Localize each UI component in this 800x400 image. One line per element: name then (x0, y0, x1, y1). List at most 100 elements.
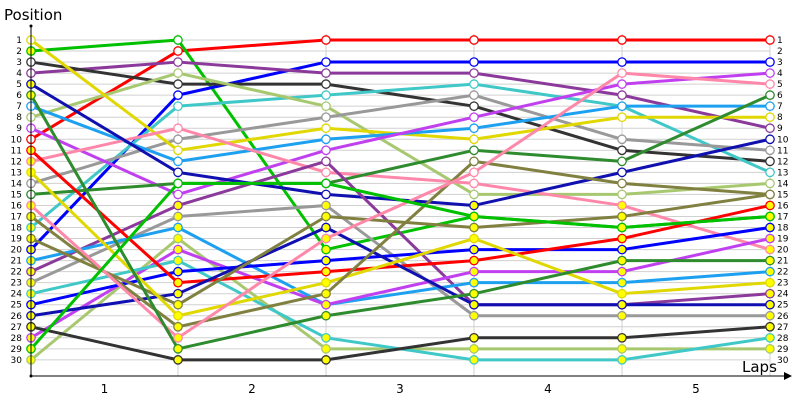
y-tick-label-right: 25 (777, 301, 788, 311)
data-point-marker (173, 343, 183, 354)
data-point-marker (321, 244, 331, 255)
data-point-marker (173, 68, 183, 78)
data-point-marker (321, 222, 331, 233)
y-tick-label-right: 28 (777, 334, 789, 344)
data-point-marker (321, 101, 331, 112)
data-point-marker (469, 200, 479, 211)
data-point-marker (173, 178, 183, 189)
y-tick-label-right: 4 (777, 69, 783, 79)
data-point-marker (321, 35, 331, 45)
data-point-marker (469, 266, 479, 277)
y-tick-label-right: 1 (777, 36, 783, 46)
y-tick-label-right: 6 (777, 91, 783, 101)
data-point-marker (617, 255, 627, 266)
data-point-marker (617, 222, 627, 233)
data-point-marker (617, 310, 627, 321)
data-point-marker (765, 57, 775, 67)
data-point-marker (321, 112, 331, 123)
data-point-marker (617, 68, 627, 78)
data-point-marker (765, 156, 775, 167)
y-tick-label-right: 10 (777, 135, 789, 145)
y-tick-label-right: 21 (777, 257, 788, 267)
series-line-navy2-driver (30, 226, 770, 318)
data-point-marker (617, 332, 627, 343)
data-point-marker (617, 134, 627, 145)
data-point-marker (321, 277, 331, 288)
data-point-marker (765, 145, 775, 156)
series-line-red-driver (30, 38, 770, 141)
data-point-marker (617, 343, 627, 354)
y-tick-label-right: 26 (777, 312, 789, 322)
x-tick-label: 2 (248, 382, 256, 396)
data-point-marker (173, 134, 183, 145)
data-point-marker (469, 255, 479, 266)
data-point-marker (173, 167, 183, 178)
data-point-marker (321, 156, 331, 167)
data-point-marker (617, 90, 627, 101)
y-tick-label: 8 (16, 113, 22, 123)
data-point-marker (617, 355, 627, 365)
y-tick-label: 16 (11, 201, 23, 211)
data-point-marker (765, 68, 775, 78)
data-point-marker (765, 222, 775, 233)
y-tick-label: 20 (11, 246, 23, 256)
y-tick-label: 19 (11, 235, 23, 245)
y-tick-label: 7 (16, 102, 22, 112)
data-point-marker (469, 68, 479, 78)
data-point-marker (469, 332, 479, 343)
data-point-marker (765, 343, 775, 354)
y-tick-label-right: 16 (777, 201, 789, 211)
y-tick-label-right: 12 (777, 157, 788, 167)
data-point-marker (765, 101, 775, 112)
y-tick-label: 21 (11, 257, 22, 267)
y-tick-label: 12 (11, 157, 22, 167)
data-point-marker (617, 277, 627, 288)
data-point-marker (765, 200, 775, 211)
data-point-marker (765, 310, 775, 321)
data-point-marker (321, 189, 331, 200)
y-tick-label: 11 (11, 146, 22, 156)
data-point-marker (765, 90, 775, 101)
y-tick-label-right: 18 (777, 224, 789, 234)
x-axis-title: Laps (742, 358, 777, 376)
data-point-marker (617, 79, 627, 89)
data-point-marker (321, 211, 331, 222)
y-tick-label-right: 9 (777, 124, 783, 134)
data-point-marker (765, 332, 775, 343)
data-point-marker (321, 123, 331, 134)
data-point-marker (173, 244, 183, 255)
data-point-marker (765, 112, 775, 123)
y-tick-label: 3 (16, 58, 22, 68)
data-point-marker (765, 321, 775, 332)
data-point-marker (617, 189, 627, 200)
y-tick-label-right: 8 (777, 113, 783, 123)
data-point-marker (469, 189, 479, 200)
data-point-marker (469, 244, 479, 255)
data-point-marker (173, 189, 183, 200)
series-line-green2-driver (29, 181, 771, 350)
y-tick-label-right: 3 (777, 58, 783, 68)
data-point-marker (321, 134, 331, 145)
axes (29, 24, 792, 380)
x-tick-label: 5 (692, 382, 700, 396)
data-point-marker (173, 90, 183, 101)
data-point-marker (617, 299, 627, 310)
series-line-black2-driver (30, 325, 771, 362)
data-point-marker (321, 310, 331, 321)
data-point-marker (321, 145, 331, 156)
data-point-marker (173, 211, 183, 222)
data-point-marker (765, 277, 775, 288)
y-tick-label: 30 (11, 356, 23, 366)
series-line-sky-blue2-driver (30, 226, 771, 307)
y-tick-label-right: 7 (777, 102, 783, 112)
data-point-marker (173, 222, 183, 233)
data-point-marker (617, 101, 627, 112)
data-point-marker (321, 332, 331, 343)
x-axis-arrow-icon (784, 372, 792, 380)
data-point-marker (321, 343, 331, 354)
data-point-marker (469, 211, 479, 222)
data-point-marker (469, 112, 479, 123)
data-point-marker (173, 57, 183, 67)
data-point-marker (469, 178, 479, 189)
data-point-marker (469, 101, 479, 112)
